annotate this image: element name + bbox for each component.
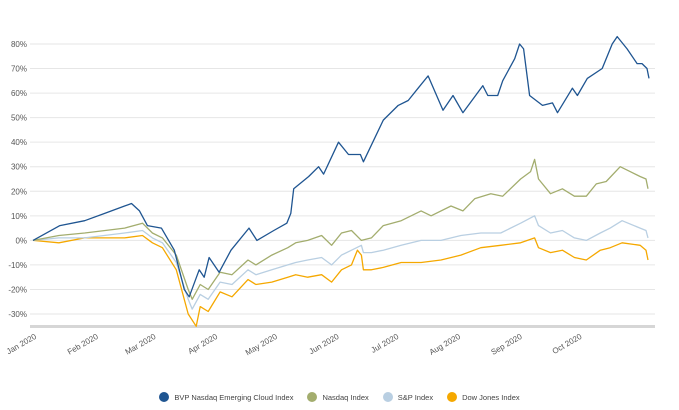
- y-tick-label: 0%: [15, 236, 27, 245]
- y-tick-label: 40%: [11, 138, 27, 147]
- x-tick-label: Oct 2020: [551, 332, 584, 356]
- line-chart: 80% 70% 60% 50% 40% 30% 20% 10% 0% -10% -20% -30% J…: [5, 35, 655, 358]
- y-tick-label: -10%: [8, 261, 27, 270]
- legend-label: S&P Index: [397, 392, 434, 402]
- y-tick-label: 30%: [11, 163, 27, 172]
- y-tick-label: 10%: [11, 212, 27, 221]
- gridlines: [30, 43, 655, 315]
- legend-label: BVP Nasdaq Emerging Cloud Index: [174, 392, 294, 402]
- x-tick-label: Apr 2020: [187, 332, 220, 356]
- series-line-s-p-index[interactable]: [32, 215, 649, 310]
- y-tick-label: -30%: [8, 310, 27, 319]
- legend: BVP Nasdaq Emerging Cloud Index Nasdaq In…: [0, 392, 679, 402]
- x-tick-label: May 2020: [244, 332, 279, 358]
- y-tick-label: 70%: [11, 65, 27, 74]
- legend-item[interactable]: BVP Nasdaq Emerging Cloud Index: [159, 392, 293, 402]
- y-tick-label: 80%: [11, 40, 27, 49]
- series-line-dow-jones-index[interactable]: [32, 234, 649, 327]
- legend-label: Dow Jones Index: [462, 392, 520, 402]
- x-axis: Jan 2020 Feb 2020 Mar 2020 Apr 2020 May 2020…: [5, 332, 584, 358]
- legend-item[interactable]: Nasdaq Index: [307, 392, 369, 402]
- y-tick-label: 20%: [11, 187, 27, 196]
- legend-dot-icon: [447, 392, 458, 402]
- x-tick-label: Jun 2020: [308, 332, 341, 357]
- legend-dot-icon: [382, 392, 393, 402]
- y-axis: 80% 70% 60% 50% 40% 30% 20% 10% 0% -10% -20% -30%: [8, 40, 27, 319]
- x-tick-label: Mar 2020: [124, 332, 158, 357]
- x-tick-label: Jan 2020: [5, 332, 38, 357]
- y-tick-label: 50%: [11, 114, 27, 123]
- legend-label: Nasdaq Index: [322, 392, 369, 402]
- x-axis-bar[interactable]: [30, 325, 655, 328]
- legend-item[interactable]: S&P Index: [382, 392, 434, 402]
- x-tick-label: Jul 2020: [370, 332, 401, 355]
- x-tick-label: Sep 2020: [489, 332, 524, 357]
- series-line-bvp-nasdaq-emerging-cloud-index[interactable]: [32, 35, 650, 298]
- y-tick-label: 60%: [11, 89, 27, 98]
- legend-dot-icon: [307, 392, 318, 402]
- legend-dot-icon: [159, 392, 170, 402]
- legend-item[interactable]: Dow Jones Index: [447, 392, 520, 402]
- x-tick-label: Feb 2020: [66, 332, 100, 357]
- series-line-nasdaq-index[interactable]: [32, 158, 649, 300]
- y-tick-label: -20%: [8, 285, 27, 294]
- x-tick-label: Aug 2020: [428, 332, 463, 357]
- series-lines: [32, 35, 650, 327]
